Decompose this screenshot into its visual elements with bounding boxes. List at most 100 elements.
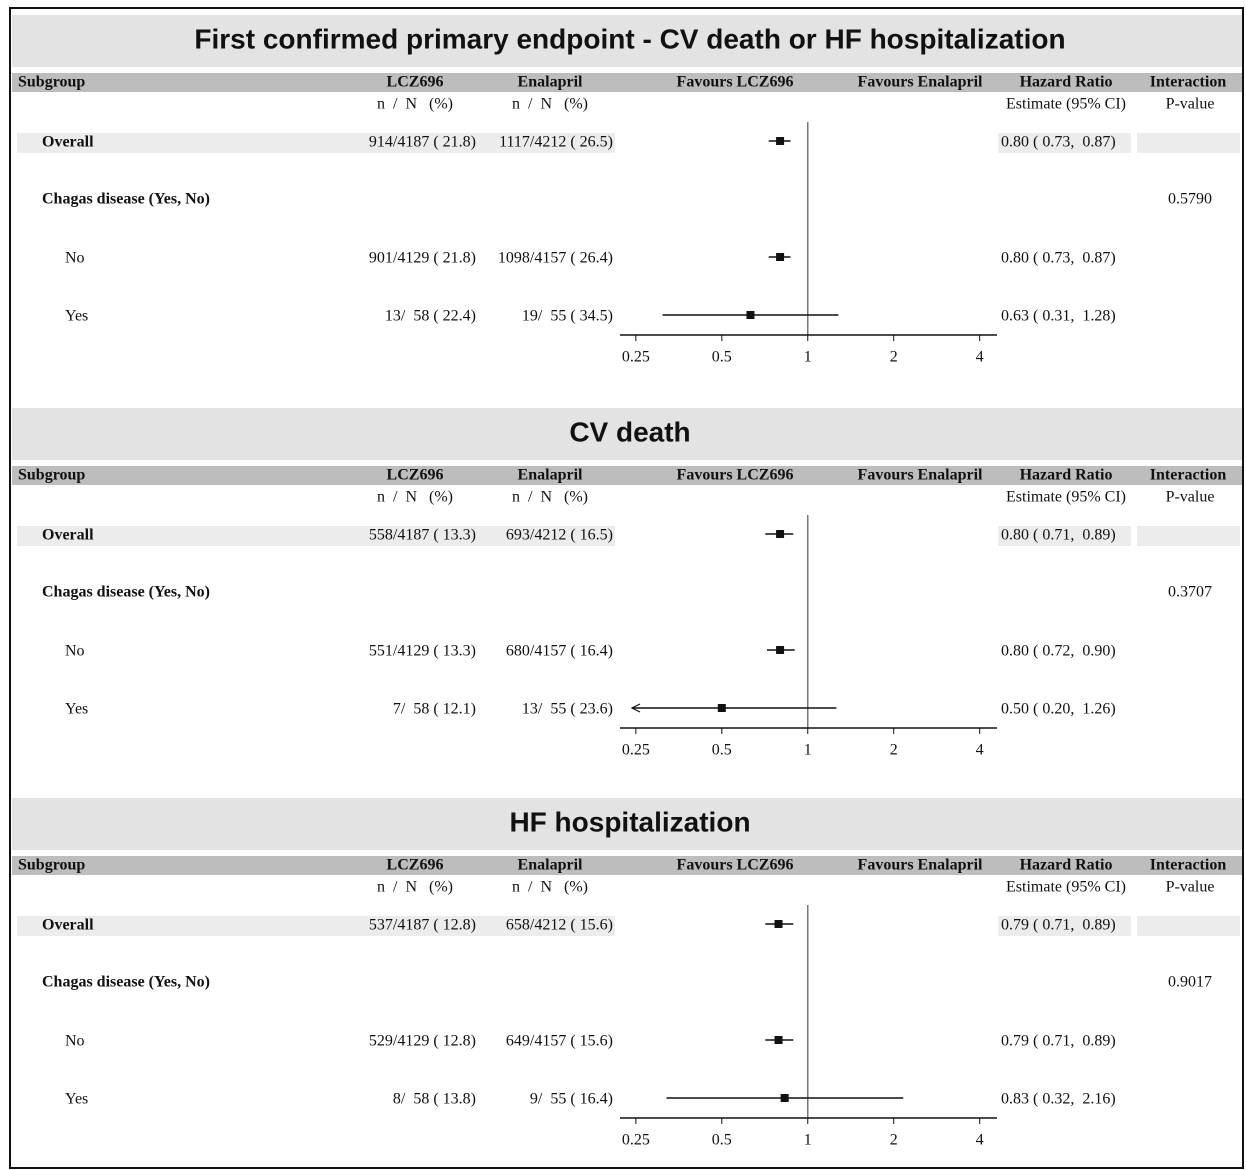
- column-header: LCZ696: [387, 467, 444, 484]
- column-header: Favours LCZ696: [677, 857, 794, 874]
- row-label: No: [65, 250, 85, 267]
- column-subheader: n / N (%): [377, 96, 453, 113]
- p-value: 0.9017: [1168, 974, 1212, 991]
- hazard-ratio: 0.80 ( 0.73, 0.87): [1001, 134, 1116, 151]
- hazard-ratio: 0.79 ( 0.71, 0.89): [1001, 1033, 1116, 1050]
- x-tick-label: 2: [890, 742, 898, 759]
- enalapril-count: 19/ 55 ( 34.5): [522, 308, 613, 325]
- enalapril-count: 9/ 55 ( 16.4): [530, 1091, 613, 1108]
- hazard-ratio: 0.80 ( 0.72, 0.90): [1001, 643, 1116, 660]
- p-value: 0.3707: [1168, 584, 1212, 601]
- x-tick-label: 0.5: [712, 349, 732, 366]
- overall-band: [998, 916, 1131, 936]
- overall-band: [1137, 133, 1240, 153]
- hazard-ratio: 0.80 ( 0.73, 0.87): [1001, 250, 1116, 267]
- column-header: Hazard Ratio: [1020, 467, 1113, 484]
- lcz-count: 529/4129 ( 12.8): [369, 1033, 476, 1050]
- panel-title: HF hospitalization: [509, 806, 750, 837]
- x-tick-label: 0.5: [712, 1132, 732, 1149]
- x-tick-label: 4: [976, 349, 984, 366]
- row-label: Chagas disease (Yes, No): [42, 191, 210, 208]
- panel-title: CV death: [569, 416, 690, 447]
- x-tick-label: 4: [976, 742, 984, 759]
- lcz-count: 551/4129 ( 13.3): [369, 643, 476, 660]
- row-label: Overall: [42, 527, 94, 544]
- hazard-ratio: 0.80 ( 0.71, 0.89): [1001, 527, 1116, 544]
- lcz-count: 914/4187 ( 21.8): [369, 134, 476, 151]
- header-band: [12, 466, 1242, 485]
- column-subheader: n / N (%): [512, 879, 588, 896]
- lcz-count: 901/4129 ( 21.8): [369, 250, 476, 267]
- column-header: Subgroup: [18, 857, 85, 874]
- column-header: Favours Enalapril: [858, 857, 983, 874]
- x-tick-label: 2: [890, 349, 898, 366]
- column-header: Interaction: [1150, 74, 1227, 91]
- column-subheader: P-value: [1166, 489, 1215, 506]
- column-header: Favours LCZ696: [677, 467, 794, 484]
- lcz-count: 7/ 58 ( 12.1): [393, 701, 476, 718]
- estimate-marker: [776, 253, 785, 261]
- x-tick-label: 0.5: [712, 742, 732, 759]
- row-label: Chagas disease (Yes, No): [42, 974, 210, 991]
- title-band: [12, 408, 1242, 460]
- column-header: LCZ696: [387, 857, 444, 874]
- estimate-marker: [776, 646, 785, 654]
- column-header: Favours Enalapril: [858, 74, 983, 91]
- x-tick-label: 0.25: [622, 1132, 650, 1149]
- row-label: Yes: [65, 701, 88, 718]
- x-tick-label: 1: [804, 349, 812, 366]
- estimate-marker: [776, 137, 785, 145]
- overall-band: [17, 133, 615, 153]
- row-label: Chagas disease (Yes, No): [42, 584, 210, 601]
- enalapril-count: 1117/4212 ( 26.5): [499, 134, 613, 151]
- column-subheader: Estimate (95% CI): [1006, 879, 1126, 896]
- column-header: Hazard Ratio: [1020, 857, 1113, 874]
- lcz-count: 8/ 58 ( 13.8): [393, 1091, 476, 1108]
- enalapril-count: 1098/4157 ( 26.4): [498, 250, 613, 267]
- column-subheader: n / N (%): [512, 489, 588, 506]
- lcz-count: 558/4187 ( 13.3): [369, 527, 476, 544]
- hazard-ratio: 0.83 ( 0.32, 2.16): [1001, 1091, 1116, 1108]
- estimate-marker: [717, 704, 726, 712]
- row-label: No: [65, 643, 85, 660]
- enalapril-count: 649/4157 ( 15.6): [506, 1033, 613, 1050]
- ci-arrow: [630, 703, 641, 713]
- column-header: Subgroup: [18, 74, 85, 91]
- column-subheader: P-value: [1166, 96, 1215, 113]
- column-header: Enalapril: [518, 467, 583, 484]
- header-band: [12, 73, 1242, 92]
- hazard-ratio: 0.79 ( 0.71, 0.89): [1001, 917, 1116, 934]
- hazard-ratio: 0.63 ( 0.31, 1.28): [1001, 308, 1116, 325]
- overall-band: [998, 526, 1131, 546]
- title-band: [12, 15, 1242, 67]
- column-header: Interaction: [1150, 467, 1227, 484]
- x-tick-label: 0.25: [622, 742, 650, 759]
- estimate-marker: [776, 530, 785, 538]
- x-tick-label: 2: [890, 1132, 898, 1149]
- column-subheader: P-value: [1166, 879, 1215, 896]
- estimate-marker: [774, 920, 783, 928]
- p-value: 0.5790: [1168, 191, 1212, 208]
- column-subheader: Estimate (95% CI): [1006, 96, 1126, 113]
- hazard-ratio: 0.50 ( 0.20, 1.26): [1001, 701, 1116, 718]
- column-header: Interaction: [1150, 857, 1227, 874]
- title-band: [12, 798, 1242, 850]
- row-label: Yes: [65, 308, 88, 325]
- x-tick-label: 4: [976, 1132, 984, 1149]
- row-label: No: [65, 1033, 85, 1050]
- x-tick-label: 1: [804, 742, 812, 759]
- estimate-marker: [746, 311, 755, 319]
- column-header: LCZ696: [387, 74, 444, 91]
- column-subheader: Estimate (95% CI): [1006, 489, 1126, 506]
- panel-title: First confirmed primary endpoint - CV de…: [194, 23, 1065, 54]
- lcz-count: 13/ 58 ( 22.4): [385, 308, 476, 325]
- row-label: Yes: [65, 1091, 88, 1108]
- enalapril-count: 13/ 55 ( 23.6): [522, 701, 613, 718]
- row-label: Overall: [42, 917, 94, 934]
- column-header: Enalapril: [518, 857, 583, 874]
- column-subheader: n / N (%): [377, 879, 453, 896]
- row-label: Overall: [42, 134, 94, 151]
- estimate-marker: [780, 1094, 789, 1102]
- overall-band: [1137, 916, 1240, 936]
- column-header: Favours LCZ696: [677, 74, 794, 91]
